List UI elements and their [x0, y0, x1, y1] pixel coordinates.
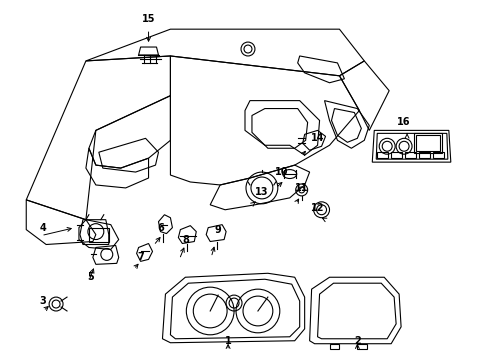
Text: 14: 14: [310, 133, 324, 143]
Text: 11: 11: [294, 183, 308, 193]
Text: 9: 9: [214, 225, 221, 235]
Text: 16: 16: [397, 117, 410, 127]
Bar: [390, 152, 401, 158]
Bar: [376, 152, 387, 158]
Bar: [418, 152, 429, 158]
Text: 15: 15: [142, 14, 155, 24]
Text: 3: 3: [40, 296, 46, 306]
Text: 4: 4: [40, 222, 46, 233]
Text: 1: 1: [224, 336, 231, 346]
Text: 7: 7: [137, 252, 143, 262]
Bar: [413, 133, 441, 153]
Bar: [404, 152, 415, 158]
Text: 8: 8: [182, 234, 188, 244]
Text: 5: 5: [87, 272, 94, 282]
Text: 10: 10: [274, 167, 288, 177]
Bar: [432, 152, 443, 158]
Text: 13: 13: [255, 187, 268, 197]
Text: 12: 12: [310, 203, 324, 213]
Text: 2: 2: [353, 336, 360, 346]
Text: 6: 6: [157, 222, 163, 233]
Bar: [415, 135, 439, 151]
Bar: [89, 228, 108, 242]
